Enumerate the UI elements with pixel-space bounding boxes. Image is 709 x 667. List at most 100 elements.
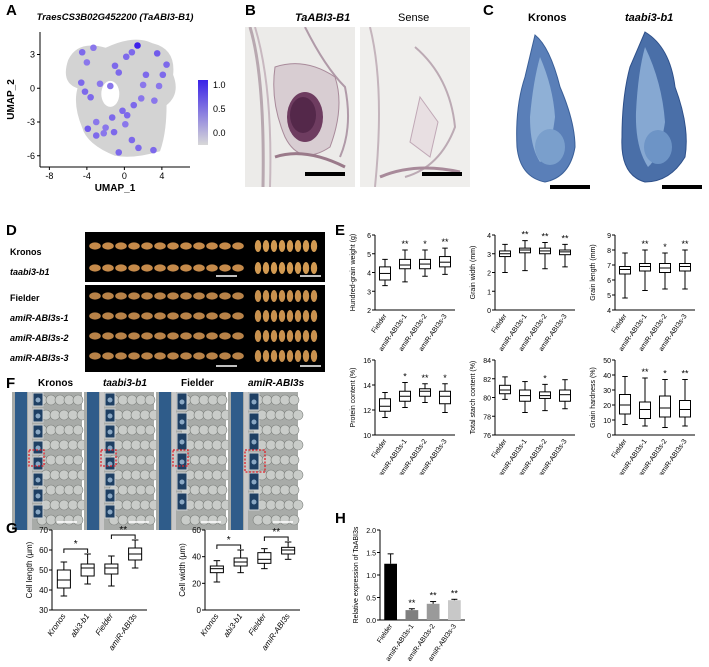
grain-side-3-3 [128, 312, 140, 320]
grain-front-0-7 [310, 240, 318, 252]
e-plot-2-sig-1: ** [641, 239, 649, 249]
h-x-tick-label-0: Fielder [376, 623, 394, 645]
label-d-row-3: Fielder [10, 293, 40, 303]
umap-point-7 [107, 82, 114, 90]
grain-side-1-11 [232, 264, 244, 272]
cell-bg-2 [189, 454, 201, 466]
cell-bg-3 [283, 409, 295, 421]
cell-nucleus-3-4 [251, 479, 257, 485]
grain-front-1-0 [254, 262, 262, 274]
panel-letter-a: A [6, 2, 17, 19]
cell-bg-2 [207, 454, 219, 466]
e-plot-3-y-tick-label: 16 [363, 358, 371, 365]
umap-point-17 [155, 82, 163, 90]
grain-side-1-8 [193, 264, 205, 272]
grain-side-5-2 [115, 352, 127, 360]
grain-photo-panel [85, 232, 325, 372]
grain-front-1-1 [262, 262, 270, 274]
highlight-box-2 [172, 449, 189, 467]
grain-side-0-10 [219, 242, 231, 250]
cell-bg-0 [63, 484, 75, 496]
grain-front-3-4 [286, 310, 294, 322]
grain-side-1-6 [167, 264, 179, 272]
grain-section-kronos-image [516, 34, 590, 189]
umap-point-19 [137, 95, 145, 102]
grain-side-5-7 [180, 352, 192, 360]
grain-front-5-4 [286, 350, 294, 362]
grain-side-2-10 [219, 292, 231, 300]
grain-front-0-3 [278, 240, 286, 252]
cell-bg-3 [279, 454, 291, 466]
cell-nucleus-1-4 [107, 461, 113, 467]
grain-front-5-1 [262, 350, 270, 362]
umap-y-tick-label: 3 [30, 50, 35, 60]
e-plot-5-x-tick-label-0: Fielder [611, 438, 629, 460]
grain-front-5-5 [294, 350, 302, 362]
g-plot-0-y-tick-label: 40 [39, 586, 48, 595]
umap-point-1 [83, 59, 91, 66]
g-plot-0-y-tick-label: 60 [39, 546, 48, 555]
cell-bg-2 [189, 394, 201, 406]
umap-point-4 [81, 88, 89, 95]
cell-bg-1 [130, 409, 142, 421]
grain-front-4-0 [254, 330, 262, 342]
e-plot-5-box-0 [619, 394, 631, 415]
e-plot-4-y-tick-label: 78 [483, 414, 491, 421]
e-plot-2-box-3 [679, 263, 691, 272]
cell-bg-0 [54, 394, 66, 406]
g-plot-1-y-label: Cell width (μm) [178, 543, 187, 597]
cell-bg-1 [130, 499, 142, 511]
grain-front-0-2 [270, 240, 278, 252]
grain-side-3-11 [232, 312, 244, 320]
cell-bg-2 [207, 394, 219, 406]
umap-x-tick-label: -8 [45, 171, 53, 181]
e-plot-2-box-1 [639, 263, 651, 272]
label-d-row-5: amiR-ABI3s-2 [10, 333, 69, 343]
cell-layer-outer-0 [15, 392, 27, 530]
cell-bg-2 [207, 424, 219, 436]
grain-side-3-10 [219, 312, 231, 320]
e-plot-3-box-2 [419, 388, 431, 397]
cell-nucleus-2-0 [179, 399, 185, 405]
cell-bg-1 [117, 394, 129, 406]
grain-side-3-0 [89, 312, 101, 320]
cell-layer-outer-1 [87, 392, 99, 530]
grain-side-3-5 [154, 312, 166, 320]
cell-bg-0 [45, 394, 57, 406]
cell-bg-1 [144, 424, 156, 436]
umap-x-tick-label: 0 [122, 171, 127, 181]
cell-nucleus-0-7 [35, 509, 41, 515]
cell-bg-1 [130, 469, 142, 481]
label-f-2: taabi3-b1 [103, 378, 147, 389]
cell-bg-1 [126, 424, 138, 436]
grain-front-3-0 [254, 310, 262, 322]
cell-nucleus-3-5 [251, 499, 257, 505]
cell-bg-3 [283, 439, 295, 451]
e-plot-4-x-tick-label-0: Fielder [491, 438, 509, 460]
cell-nucleus-1-5 [107, 477, 113, 483]
cell-bg-1 [121, 499, 133, 511]
e-plot-3-box-3 [439, 390, 451, 405]
e-plot-2-y-tick-label: 5 [607, 293, 611, 300]
h-y-tick-label: 0.5 [366, 596, 376, 603]
grain-side-2-2 [115, 292, 127, 300]
umap-cluster-gap [101, 80, 120, 107]
umap-point-34 [108, 114, 116, 121]
umap-point-14 [153, 50, 161, 57]
cell-bg-3 [261, 454, 273, 466]
cell-nucleus-1-1 [107, 413, 113, 419]
e-plot-3-x-tick-label-0: Fielder [371, 438, 389, 460]
grain-front-0-5 [294, 240, 302, 252]
cell-bg-1 [121, 469, 133, 481]
e-plot-5-sig-1: ** [641, 367, 649, 377]
cell-bg-3 [261, 424, 273, 436]
g-sig-bracket-1-1 [263, 536, 289, 541]
grain-side-5-8 [193, 352, 205, 360]
cell-bg-0 [72, 394, 84, 406]
cell-bg-2 [202, 439, 214, 451]
grain-front-0-6 [302, 240, 310, 252]
grain-side-5-6 [167, 352, 179, 360]
grain-side-0-6 [167, 242, 179, 250]
umap-title: TraesCS3B02G452200 (TaABI3-B1) [37, 12, 194, 23]
umap-point-22 [123, 111, 131, 119]
